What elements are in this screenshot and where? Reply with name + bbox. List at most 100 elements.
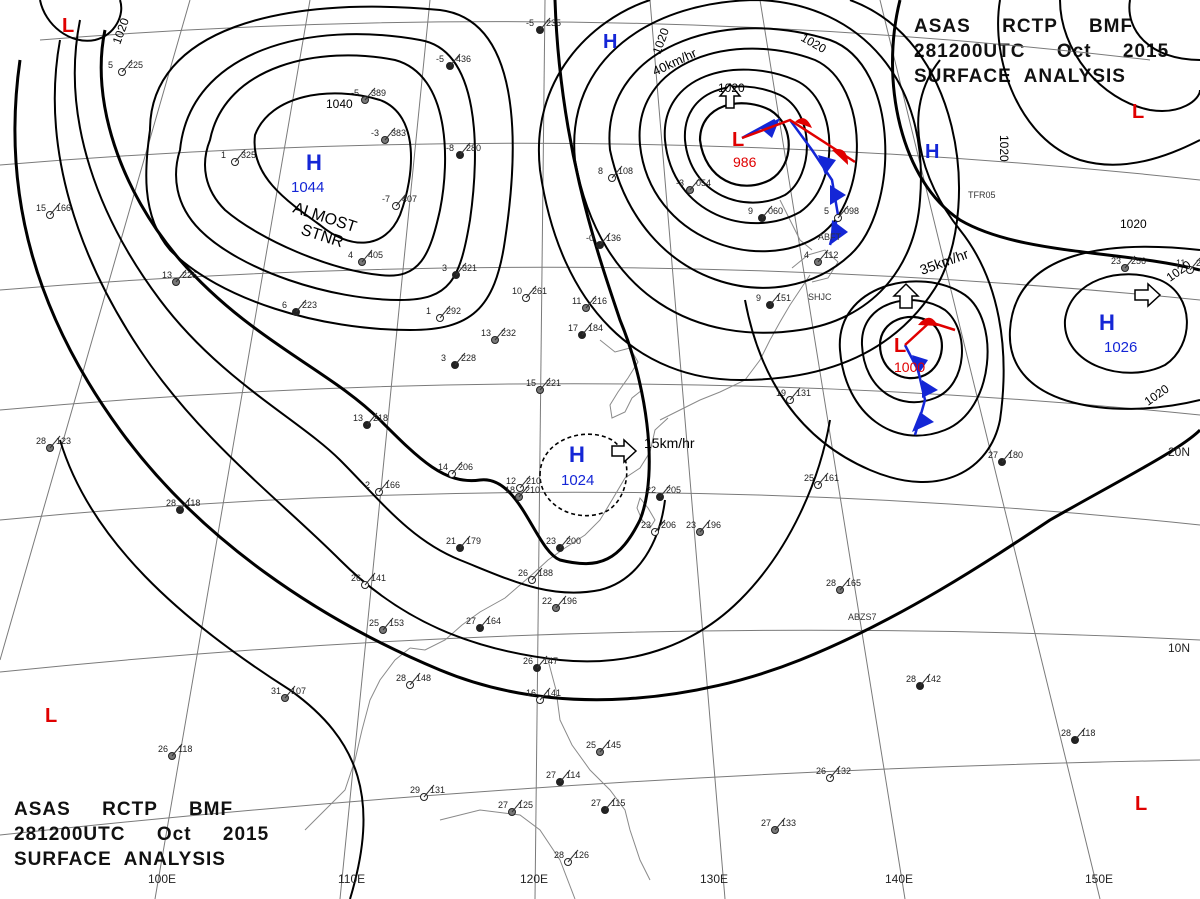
station-id: SHJC (808, 292, 832, 302)
meridian-line (154, 0, 311, 899)
motion-arrow-icon (892, 282, 920, 309)
isobar-ring (860, 299, 963, 404)
parallel-line (0, 142, 1200, 181)
wind-barb-icon (366, 412, 378, 426)
latitude-label: 10N (1168, 641, 1190, 655)
wind-barb-icon (699, 519, 711, 533)
isobar-nw (39, 0, 123, 42)
station-temperature: 25 (369, 618, 379, 628)
station-plot: 196 22 (542, 595, 577, 612)
station-temperature: 28 (554, 850, 564, 860)
low-pressure-symbol: L (732, 129, 744, 151)
meridian-line (649, 0, 726, 899)
wind-barb-icon (604, 797, 616, 811)
station-plot: 188 26 (518, 567, 553, 584)
station-plot: 196 23 (686, 519, 721, 536)
high-pressure-value: 1024 (561, 472, 594, 489)
station-temperature: 3 (442, 263, 447, 273)
isobar-label: 1020 (1142, 381, 1172, 408)
station-pressure: 205 (666, 485, 681, 495)
high-pressure-symbol: H (1099, 310, 1115, 335)
wind-barb-icon (49, 435, 61, 449)
station-temperature: 25 (586, 740, 596, 750)
station-temperature: 28 (36, 436, 46, 446)
station-pressure: 256 (1131, 256, 1146, 266)
coastline-china (409, 417, 669, 651)
wind-barb-icon (611, 165, 623, 179)
station-plot: 232 13 (481, 327, 516, 344)
wind-barb-icon (769, 292, 781, 306)
station-temperature: 23 (1111, 256, 1121, 266)
wind-barb-icon (1189, 257, 1200, 271)
station-temperature: -8 (446, 143, 454, 153)
station-pressure: 200 (566, 536, 581, 546)
wind-barb-icon (179, 497, 191, 511)
station-pressure: 179 (466, 536, 481, 546)
station-plot: 292 1 (426, 305, 461, 322)
wind-barb-icon (539, 17, 551, 31)
isobar-low1000 (878, 315, 944, 380)
station-plot: 142 28 (906, 673, 941, 690)
station-pressure: 132 (836, 766, 851, 776)
station-temperature: 13 (162, 270, 172, 280)
isobar-label: 1020 (110, 16, 132, 46)
wind-barb-icon (659, 484, 671, 498)
coastline-indochina (304, 647, 411, 831)
station-pressure: 126 (574, 850, 589, 860)
wind-barb-icon (817, 472, 829, 486)
station-temperature: -5 (436, 54, 444, 64)
wind-barb-icon (511, 799, 523, 813)
station-pressure: 196 (562, 596, 577, 606)
station-pressure: 060 (768, 206, 783, 216)
isobar-1026 (1063, 273, 1188, 374)
station-temperature: 26 (523, 656, 533, 666)
station-plot: 256 23 (1111, 255, 1146, 272)
motion-speed-label: 15km/hr (644, 435, 695, 451)
isobar-ring (175, 33, 476, 302)
station-temperature: -0 (586, 233, 594, 243)
station-plot: 131 29 (410, 784, 445, 801)
station-temperature: 29 (410, 785, 420, 795)
station-temperature: 26 (518, 568, 528, 578)
wind-barb-icon (525, 285, 537, 299)
station-pressure: 166 (385, 480, 400, 490)
station-temperature: 15 (526, 378, 536, 388)
low-pressure-symbol: L (1132, 101, 1144, 123)
wind-barb-icon (382, 617, 394, 631)
station-temperature: 27 (498, 800, 508, 810)
isobar-east-outer (891, 0, 1200, 272)
station-pressure: 151 (776, 293, 791, 303)
low-pressure-symbol: L (62, 15, 74, 37)
station-temperature: 1 (426, 306, 431, 316)
station-temperature: 27 (988, 450, 998, 460)
high-pressure-symbol: H (306, 150, 322, 175)
isobar-ring (537, 0, 960, 382)
wind-barb-icon (539, 687, 551, 701)
isobar-1012 (13, 59, 1200, 702)
warm-front-bump (795, 118, 812, 128)
wind-barb-icon (839, 577, 851, 591)
header-top-line1: ASAS RCTP BMF (914, 16, 1134, 37)
wind-barb-icon (654, 519, 666, 533)
wind-barb-icon (494, 327, 506, 341)
station-temperature: 28 (166, 498, 176, 508)
station-id: ABFT (818, 232, 842, 242)
station-temperature: 5 (108, 60, 113, 70)
station-pressure: 141 (371, 573, 386, 583)
station-pressure: 148 (416, 673, 431, 683)
station-pressure: 141 (546, 688, 561, 698)
wind-barb-icon (459, 142, 471, 156)
station-plot: 136 -0 (586, 232, 621, 249)
isobar-1020-west (99, 0, 651, 566)
longitude-label: 120E (520, 872, 548, 886)
isobar-ne (997, 0, 1200, 166)
station-temperature: 13 (481, 328, 491, 338)
station-pressure: 112 (824, 250, 838, 260)
station-temperature: 28 (826, 578, 836, 588)
station-plot: 148 28 (396, 672, 431, 689)
station-plot: 125 27 (498, 799, 533, 816)
station-temperature: 9 (756, 293, 761, 303)
wind-barb-icon (295, 299, 307, 313)
